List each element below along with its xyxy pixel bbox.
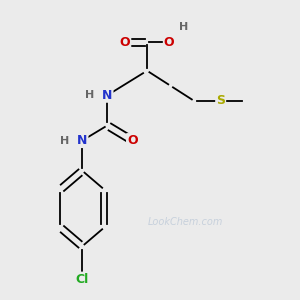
Text: N: N xyxy=(77,134,88,147)
Text: H: H xyxy=(85,90,94,100)
Text: H: H xyxy=(179,22,188,32)
Text: O: O xyxy=(120,36,130,49)
Text: S: S xyxy=(216,94,225,107)
Text: N: N xyxy=(102,89,112,102)
Text: O: O xyxy=(127,134,138,147)
Text: Cl: Cl xyxy=(76,273,89,286)
Text: LookChem.com: LookChem.com xyxy=(148,217,223,227)
Text: H: H xyxy=(60,136,69,146)
Text: O: O xyxy=(164,36,175,49)
